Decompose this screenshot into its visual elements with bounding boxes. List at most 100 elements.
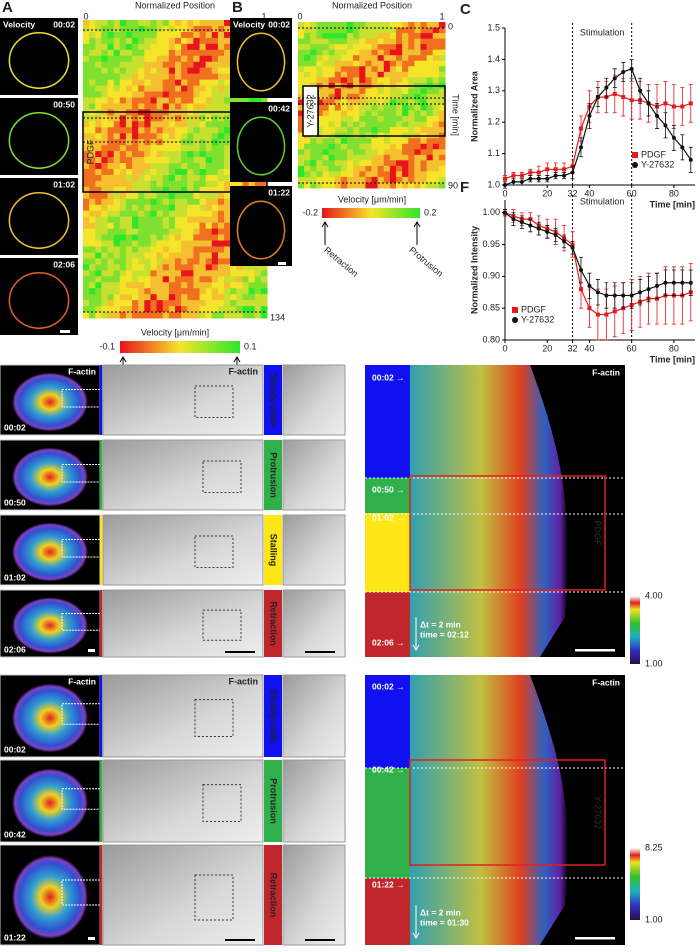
heat-cell [125,288,133,295]
heat-cell [107,55,115,63]
heat-cell [304,27,311,34]
heat-cell [144,121,151,128]
heat-cell [199,115,207,122]
heat-cell [316,44,323,51]
heat-cell [193,127,201,134]
heat-cell [89,73,96,81]
heat-cell [365,27,372,34]
label: Δt = 2 min [420,619,461,629]
cell [12,768,88,838]
heat-cell [254,270,262,277]
heat-cell [383,88,391,95]
heat-cell [156,204,164,212]
heat-cell [113,246,121,253]
heat-cell [132,163,139,170]
heat-cell [359,182,366,189]
heat-cell [322,49,330,56]
heat-cell [328,77,336,84]
heat-cell [377,127,385,134]
heat-cell [181,115,188,122]
heat-cell [304,138,311,145]
heat-cell [224,276,231,283]
state-band [365,675,410,768]
label: 90 [448,180,458,190]
heat-cell [328,55,336,62]
heat-cell [168,91,176,98]
heat-cell [242,180,250,188]
heat-cell [438,49,446,56]
heat-cell [125,186,133,194]
label: Y-27632 [305,94,315,127]
heat-cell [347,143,354,150]
heat-cell [396,71,403,78]
point [587,283,592,288]
cell [12,372,88,432]
heat-cell [175,234,182,242]
heat-cell [181,198,188,206]
heat-cell [389,38,397,45]
heat-cell [340,88,348,95]
heat-cell [132,151,139,158]
heat-cell [340,160,348,167]
heat-cell [205,258,213,265]
heat-cell [224,169,231,176]
heat-cell [396,38,403,45]
heat-cell [408,127,415,134]
heat-cell [211,169,219,176]
heat-cell [304,55,311,62]
heat-cell [248,276,256,283]
heat-cell [426,93,434,100]
heat-cell [101,252,109,259]
heat-cell [383,60,391,67]
heat-cell [125,151,133,158]
heat-cell [83,61,90,69]
heat-cell [340,77,348,84]
heat-cell [113,276,121,283]
heat-cell [107,31,115,39]
heat-cell [322,160,330,167]
heat-cell [353,154,360,161]
heat-cell [132,228,139,236]
x-tick-label: 20 [542,343,552,353]
heat-cell [132,192,139,200]
heat-cell [125,210,133,218]
heat-cell [181,121,188,128]
label: 02:06 [53,259,75,269]
heat-cell [414,116,421,123]
heat-cell [353,71,360,78]
heat-cell [211,258,219,265]
heat-cell [175,121,182,128]
heat-cell [236,180,243,188]
heat-cell [347,71,354,78]
heat-cell [162,151,170,158]
heat-cell [298,71,305,78]
heat-cell [322,88,330,95]
heat-cell [181,192,188,200]
heat-cell [396,66,403,73]
heat-cell [175,186,182,194]
heat-cell [113,186,121,194]
state-band [365,768,410,878]
heat-cell [365,38,372,45]
heat-cell [322,165,330,172]
heat-cell [402,110,409,117]
heat-cell [377,154,385,161]
heat-cell [144,97,151,104]
heat-cell [340,143,348,150]
heat-cell [438,66,446,73]
heat-cell [205,186,213,194]
heat-cell [119,55,127,63]
heat-cell [396,44,403,51]
heat-cell [365,138,372,145]
heat-cell [199,85,207,93]
heat-cell [426,182,434,189]
heat-cell [248,288,256,295]
heat-cell [107,180,115,188]
heat-cell [316,49,323,56]
heat-cell [199,31,207,39]
point [604,293,609,298]
heat-cell [125,264,133,271]
heat-cell [383,38,391,45]
heat-cell [144,67,151,75]
heat-cell [113,222,121,230]
